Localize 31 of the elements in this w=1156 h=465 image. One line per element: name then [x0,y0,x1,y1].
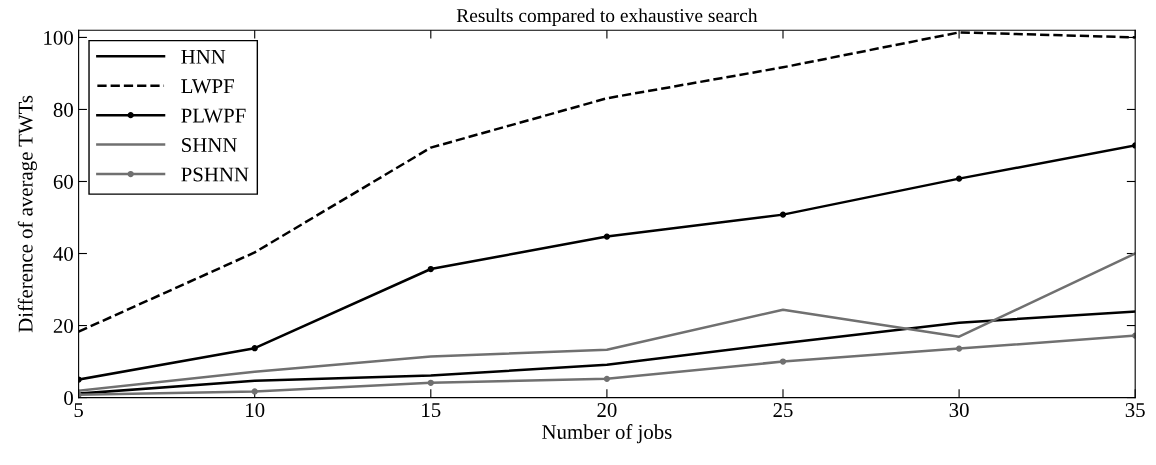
point [603,233,611,240]
y-tick-label: 60 [53,174,73,189]
y-tick-label: 0 [64,390,73,406]
y-tick-label: 20 [53,318,73,333]
point [779,211,787,218]
point [603,375,611,382]
legend-label: PLWPF [181,108,246,123]
legend-label: HNN [181,49,226,64]
x-tick-label: 10 [246,403,265,418]
x-tick-label: 20 [597,403,617,418]
point [427,379,434,386]
x-axis-title: Number of jobs [542,424,672,444]
x-tick-label: 35 [1125,403,1145,418]
point [427,265,434,273]
point [251,345,258,352]
point [955,175,963,182]
chart-title: Results compared to exhaustive search [456,8,758,27]
legend-label: SHNN [182,138,237,153]
y-tick-label: 40 [53,246,73,261]
point [779,358,787,365]
point [955,345,963,352]
legend-label: LWPF [181,79,234,94]
y-tick-label: 80 [53,102,73,117]
x-tick-label: 25 [773,403,793,418]
x-tick-label: 30 [949,403,969,418]
x-tick-label: 15 [422,403,441,418]
point [251,388,258,395]
y-axis-title: Difference of average TWTs [17,95,37,333]
x-tick-label: 5 [74,403,83,418]
legend-label: PSHNN [181,167,249,182]
y-tick-label: 100 [44,30,73,45]
